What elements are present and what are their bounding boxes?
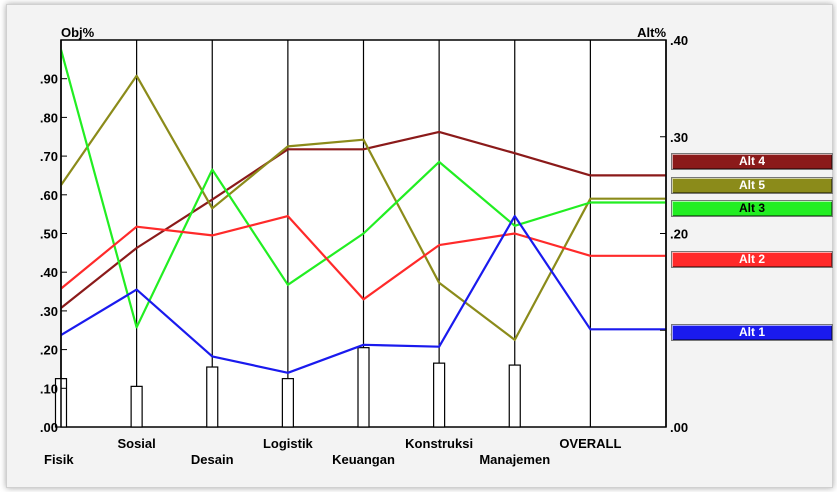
left-tick-label: .30 [40, 304, 58, 319]
objective-bar [357, 347, 370, 428]
series-line [60, 74, 666, 341]
left-axis-ticks: .00 .10 .20 .30 .40 .50 .60 .70 .80 .90 [40, 72, 67, 435]
right-tick-label: .40 [670, 33, 688, 48]
objective-bar [130, 385, 143, 428]
right-tick-label: .20 [670, 227, 688, 242]
left-axis-title: Obj% [61, 25, 95, 40]
right-axis-title: Alt% [637, 25, 666, 40]
left-tick-label: .70 [40, 149, 58, 164]
objective-bar [433, 362, 446, 428]
left-tick-label: .10 [40, 381, 58, 396]
left-tick-label: .50 [40, 227, 58, 242]
objective-bar [206, 366, 219, 428]
legend-item: Alt 4 [671, 153, 833, 170]
series-line [60, 215, 666, 374]
left-tick-label: .00 [40, 420, 58, 435]
objective-bar [281, 378, 294, 428]
legend-item: Alt 1 [671, 324, 833, 341]
category-label: Fisik [44, 452, 74, 467]
right-tick-label: .00 [670, 420, 688, 435]
series-line [59, 49, 666, 329]
series-line [60, 130, 666, 309]
left-tick-label: .20 [40, 343, 58, 358]
left-tick-label: .40 [40, 265, 58, 280]
category-label: Konstruksi [405, 436, 473, 451]
category-label: Logistik [263, 436, 314, 451]
series-line [60, 215, 666, 301]
left-tick-label: .60 [40, 188, 58, 203]
legend-item: Alt 3 [671, 200, 833, 217]
category-label: Sosial [117, 436, 155, 451]
legend-item: Alt 5 [671, 177, 833, 194]
category-label: Desain [191, 452, 234, 467]
legend-item: Alt 2 [671, 251, 833, 268]
series-lines [59, 49, 666, 374]
category-label: Keuangan [332, 452, 395, 467]
category-label: Manajemen [479, 452, 550, 467]
left-tick-label: .80 [40, 110, 58, 125]
category-label: OVERALL [559, 436, 621, 451]
objective-bar [508, 364, 521, 428]
category-labels: Fisik Sosial Desain Logistik Keuangan Konstru… [44, 436, 621, 467]
right-tick-label: .30 [670, 130, 688, 145]
left-tick-label: .90 [40, 72, 58, 87]
